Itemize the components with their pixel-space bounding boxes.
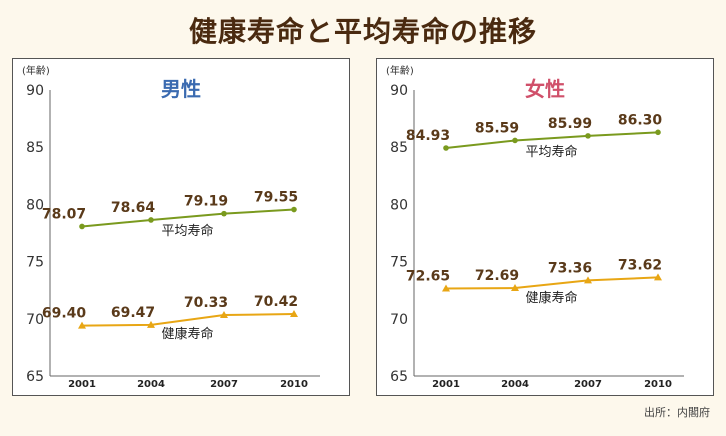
y-tick-label: 65 (390, 369, 408, 385)
data-label: 69.40 (42, 306, 87, 322)
data-label: 84.93 (406, 128, 450, 144)
data-point (220, 311, 228, 319)
x-tick-label: 2007 (210, 379, 238, 390)
female-chart-panel: (年齢) 65 70 75 80 85 90 2001 2004 2007 2010 女性 84.93 8… (376, 58, 714, 396)
source-note: 出所：内閣府 (644, 406, 710, 419)
x-tick-label: 2001 (432, 379, 460, 390)
x-tick-label: 2010 (280, 379, 308, 390)
y-tick-label: 70 (390, 312, 408, 328)
data-point (147, 320, 155, 328)
data-point (511, 284, 519, 292)
series-label-kenko: 健康寿命 (525, 290, 577, 306)
data-label: 79.19 (184, 194, 228, 210)
data-point (655, 129, 661, 136)
series-line-heikin (445, 131, 659, 149)
data-label: 72.69 (475, 268, 519, 284)
data-label: 86.30 (618, 112, 663, 128)
data-label: 69.47 (111, 305, 155, 321)
data-label: 85.59 (475, 120, 519, 136)
series-label-kenko: 健康寿命 (161, 326, 213, 342)
x-tick-label: 2010 (644, 379, 672, 390)
data-point (442, 284, 450, 292)
y-tick-label: 90 (390, 83, 408, 99)
data-point (290, 309, 298, 317)
data-point (148, 217, 154, 223)
data-label: 78.07 (42, 206, 86, 222)
x-tick-label: 2004 (137, 379, 165, 390)
data-label: 73.62 (618, 257, 662, 273)
x-tick-label: 2001 (68, 379, 96, 390)
y-tick-label: 70 (26, 312, 44, 328)
data-point (79, 223, 85, 230)
series-line-heikin (81, 208, 295, 228)
y-tick-label: 80 (26, 197, 44, 213)
data-point (443, 145, 449, 151)
data-point (512, 137, 518, 144)
data-point (78, 321, 86, 329)
data-label: 70.42 (254, 294, 298, 310)
panel-title: 女性 (525, 77, 565, 101)
y-tick-label: 85 (26, 140, 44, 156)
series-line-kenko (81, 312, 295, 327)
x-tick-label: 2007 (574, 379, 602, 390)
chart-frame (376, 58, 714, 396)
y-tick-label: 90 (26, 83, 44, 99)
data-point (584, 276, 592, 284)
data-point (221, 210, 227, 217)
data-point (654, 273, 662, 281)
series-label-heikin: 平均寿命 (161, 223, 213, 239)
series-label-heikin: 平均寿命 (525, 144, 577, 160)
y-tick-label: 75 (390, 255, 408, 271)
data-label: 79.55 (254, 190, 298, 206)
data-label: 73.36 (548, 260, 592, 276)
data-label: 78.64 (111, 200, 156, 216)
y-axis-unit: (年齢) (22, 64, 50, 77)
y-tick-label: 75 (26, 255, 44, 271)
y-tick-label: 85 (390, 140, 408, 156)
series-line-kenko (445, 276, 659, 290)
x-tick-label: 2004 (501, 379, 529, 390)
data-label: 70.33 (184, 295, 228, 311)
y-tick-label: 80 (390, 197, 408, 213)
y-axis-unit: (年齢) (386, 64, 414, 77)
data-label: 72.65 (406, 268, 450, 284)
data-point (585, 133, 591, 139)
male-chart-panel: (年齢) 65 70 75 80 85 90 2001 2004 2007 2010 男性 78.07 7… (12, 58, 350, 396)
y-tick-label: 65 (26, 369, 44, 385)
data-label: 85.99 (548, 116, 592, 132)
page-title: 健康寿命と平均寿命の推移 (188, 15, 537, 48)
panel-title: 男性 (161, 77, 201, 101)
data-point (291, 206, 297, 213)
chart-frame (12, 58, 350, 396)
